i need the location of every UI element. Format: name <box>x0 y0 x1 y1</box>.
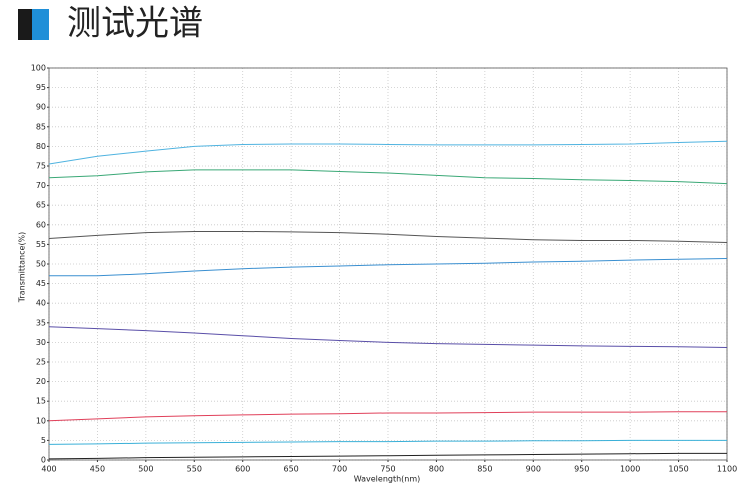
series-line <box>48 452 727 460</box>
title-icon-blue <box>32 9 49 40</box>
y-tick-label: 15 <box>36 397 46 406</box>
y-tick-label: 100 <box>31 64 46 73</box>
y-tick-label: 95 <box>36 83 46 92</box>
x-tick-label: 900 <box>526 465 541 474</box>
x-tick-label: 450 <box>90 465 105 474</box>
series-line <box>48 326 728 348</box>
x-tick-label: 800 <box>429 465 444 474</box>
y-tick-label: 45 <box>36 279 46 288</box>
x-tick-label: 850 <box>477 465 492 474</box>
x-tick-label: 1000 <box>620 465 640 474</box>
x-tick-label: 950 <box>574 465 589 474</box>
series-line <box>48 411 727 422</box>
y-tick-label: 80 <box>36 142 46 151</box>
y-axis-label: Transmittance(%) <box>18 232 27 304</box>
y-tick-label: 65 <box>36 201 46 210</box>
y-tick-label: 10 <box>36 416 46 425</box>
x-tick-label: 1100 <box>717 465 737 474</box>
y-tick-label: 25 <box>36 358 46 367</box>
y-tick-label: 50 <box>36 260 46 269</box>
y-tick-label: 70 <box>36 181 46 190</box>
x-tick-label: 700 <box>332 465 347 474</box>
y-tick-label: 60 <box>36 220 46 229</box>
title-icon-dark <box>18 9 32 40</box>
x-tick-label: 1050 <box>668 465 688 474</box>
x-tick-label: 400 <box>41 465 56 474</box>
x-axis-label: Wavelength(nm) <box>354 475 421 484</box>
y-tick-label: 20 <box>36 377 46 386</box>
x-tick-label: 650 <box>284 465 299 474</box>
x-tick-label: 500 <box>138 465 153 474</box>
x-tick-label: 750 <box>380 465 395 474</box>
plot-frame <box>48 67 728 461</box>
y-tick-label: 40 <box>36 299 46 308</box>
series-line <box>48 169 728 185</box>
y-tick-label: 0 <box>41 456 46 465</box>
chart-title: 测试光谱 <box>67 4 203 44</box>
series-line <box>48 439 727 445</box>
series-line <box>49 258 728 277</box>
y-tick-label: 5 <box>41 436 46 445</box>
y-tick-label: 75 <box>36 162 46 171</box>
x-tick-label: 600 <box>235 465 250 474</box>
series-line <box>48 230 728 243</box>
series-line <box>48 140 728 165</box>
y-tick-label: 30 <box>36 338 46 347</box>
y-tick-label: 55 <box>36 240 46 249</box>
y-tick-label: 35 <box>36 318 46 327</box>
y-tick-label: 90 <box>36 103 46 112</box>
y-tick-label: 85 <box>36 122 46 131</box>
x-tick-label: 550 <box>187 465 202 474</box>
